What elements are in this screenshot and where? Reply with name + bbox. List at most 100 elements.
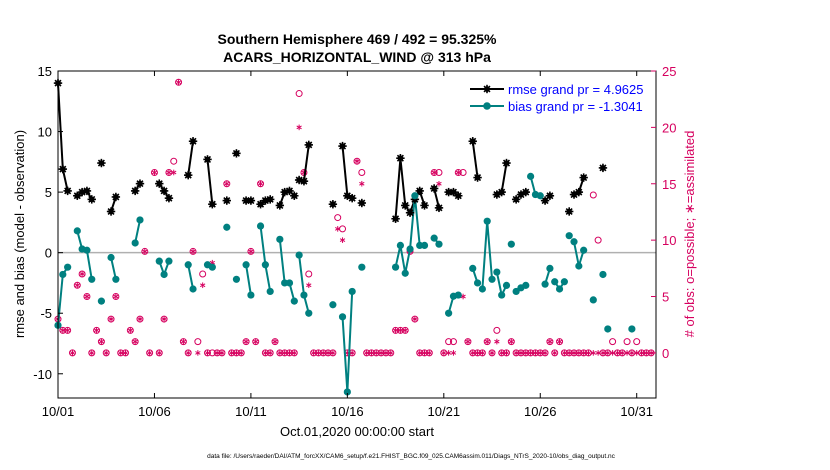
x-tick-label: 10/01: [42, 404, 75, 419]
obs-possible-marker: [435, 168, 443, 176]
rmse-marker: [564, 207, 574, 216]
obs-possible-marker: [68, 349, 76, 357]
obs-assimilated-marker: [122, 350, 129, 356]
obs-possible-marker: [570, 349, 578, 357]
rmse-marker: [87, 195, 96, 204]
bias-marker: [266, 287, 274, 296]
bias-marker: [483, 217, 491, 225]
obs-possible-marker: [261, 349, 269, 357]
bias-marker: [338, 313, 347, 321]
rmse-marker: [203, 155, 212, 164]
obs-assimilated-marker: [238, 350, 244, 356]
obs-possible-marker: [421, 349, 429, 357]
bias-marker: [348, 287, 356, 296]
bias-marker: [580, 246, 588, 254]
obs-possible-marker: [392, 326, 400, 334]
bias-line: [187, 264, 195, 290]
bias-marker: [107, 253, 115, 262]
bias-marker: [469, 264, 477, 273]
obs-assimilated-marker: [156, 350, 162, 356]
obs-assimilated-marker: [127, 327, 134, 334]
bias-marker: [343, 388, 351, 396]
obs-possible-marker: [88, 349, 96, 357]
rmse-marker: [338, 141, 347, 151]
obs-assimilated-marker: [195, 350, 201, 356]
obs-possible-marker: [363, 349, 371, 357]
rmse-marker: [256, 200, 265, 209]
obs-possible-marker: [247, 247, 255, 255]
obs-possible-marker: [430, 168, 438, 176]
obs-assimilated-marker: [638, 350, 645, 356]
rmse-marker: [598, 163, 608, 173]
obs-assimilated-marker: [397, 327, 404, 334]
obs-possible-marker: [546, 338, 554, 346]
bias-marker: [88, 275, 96, 283]
obs-assimilated-marker: [84, 293, 90, 300]
obs-assimilated-marker: [243, 338, 249, 345]
rmse-line: [471, 141, 479, 178]
obs-assimilated-marker: [79, 271, 85, 277]
obs-assimilated-marker: [417, 350, 423, 356]
obs-possible-marker: [416, 349, 424, 357]
obs-assimilated-marker: [518, 350, 524, 356]
obs-possible-marker: [358, 168, 366, 176]
obs-assimilated-marker: [219, 350, 225, 356]
obs-possible-marker: [179, 338, 187, 346]
obs-assimilated-marker: [499, 350, 505, 356]
obs-assimilated-marker: [291, 350, 297, 356]
rmse-marker: [579, 173, 588, 182]
obs-assimilated-marker: [108, 316, 114, 322]
bias-marker: [391, 263, 400, 271]
rmse-marker: [188, 137, 198, 146]
obs-assimilated-marker: [286, 350, 293, 356]
bias-marker: [454, 291, 462, 299]
rmse-marker: [497, 187, 506, 197]
obs-assimilated-marker: [118, 350, 124, 356]
bias-marker: [570, 238, 578, 246]
obs-assimilated-marker: [103, 350, 109, 356]
rmse-marker: [184, 170, 193, 180]
obs-possible-marker: [469, 349, 477, 357]
obs-possible-marker: [604, 349, 612, 357]
obs-possible-marker: [257, 180, 265, 188]
bias-marker: [401, 269, 409, 277]
obs-possible-marker: [339, 225, 347, 233]
obs-possible-marker: [377, 349, 385, 357]
obs-assimilated-marker: [547, 338, 553, 345]
footer-data-file: data file: /Users/raeder/DAI/ATM_forcXX/…: [207, 453, 616, 460]
obs-possible-marker: [242, 338, 250, 346]
obs-assimilated-marker: [161, 316, 167, 322]
plot-area: [58, 71, 656, 398]
obs-possible-marker: [556, 338, 564, 346]
obs-assimilated-marker: [392, 327, 399, 334]
bias-marker: [189, 285, 197, 293]
obs-possible-marker: [445, 338, 453, 346]
rmse-marker: [208, 200, 217, 209]
y-tick-label-right: 10: [662, 233, 676, 248]
obs-possible-marker: [584, 349, 592, 357]
obs-assimilated-marker: [296, 124, 302, 131]
rmse-marker: [111, 192, 121, 202]
obs-possible-marker: [175, 78, 183, 86]
obs-possible-marker: [633, 338, 641, 346]
obs-assimilated-marker: [310, 350, 317, 356]
rmse-marker: [401, 201, 410, 210]
bias-marker: [131, 239, 139, 247]
obs-assimilated-marker: [441, 350, 447, 356]
obs-possible-marker: [141, 247, 149, 255]
obs-assimilated-marker: [595, 350, 601, 356]
obs-possible-marker: [459, 168, 467, 176]
obs-assimilated-marker: [253, 338, 259, 345]
legend-rmse-label: rmse grand pr = 4.9625: [508, 82, 644, 97]
obs-possible-marker: [613, 349, 621, 357]
x-tick-label: 10/06: [138, 404, 171, 419]
obs-possible-marker: [638, 349, 646, 357]
obs-assimilated-marker: [556, 338, 563, 345]
bias-marker: [208, 263, 216, 271]
obs-possible-marker: [213, 349, 221, 357]
rmse-marker: [429, 184, 439, 193]
rmse-marker: [130, 186, 140, 196]
bias-line: [245, 264, 252, 296]
rmse-marker: [521, 187, 530, 197]
